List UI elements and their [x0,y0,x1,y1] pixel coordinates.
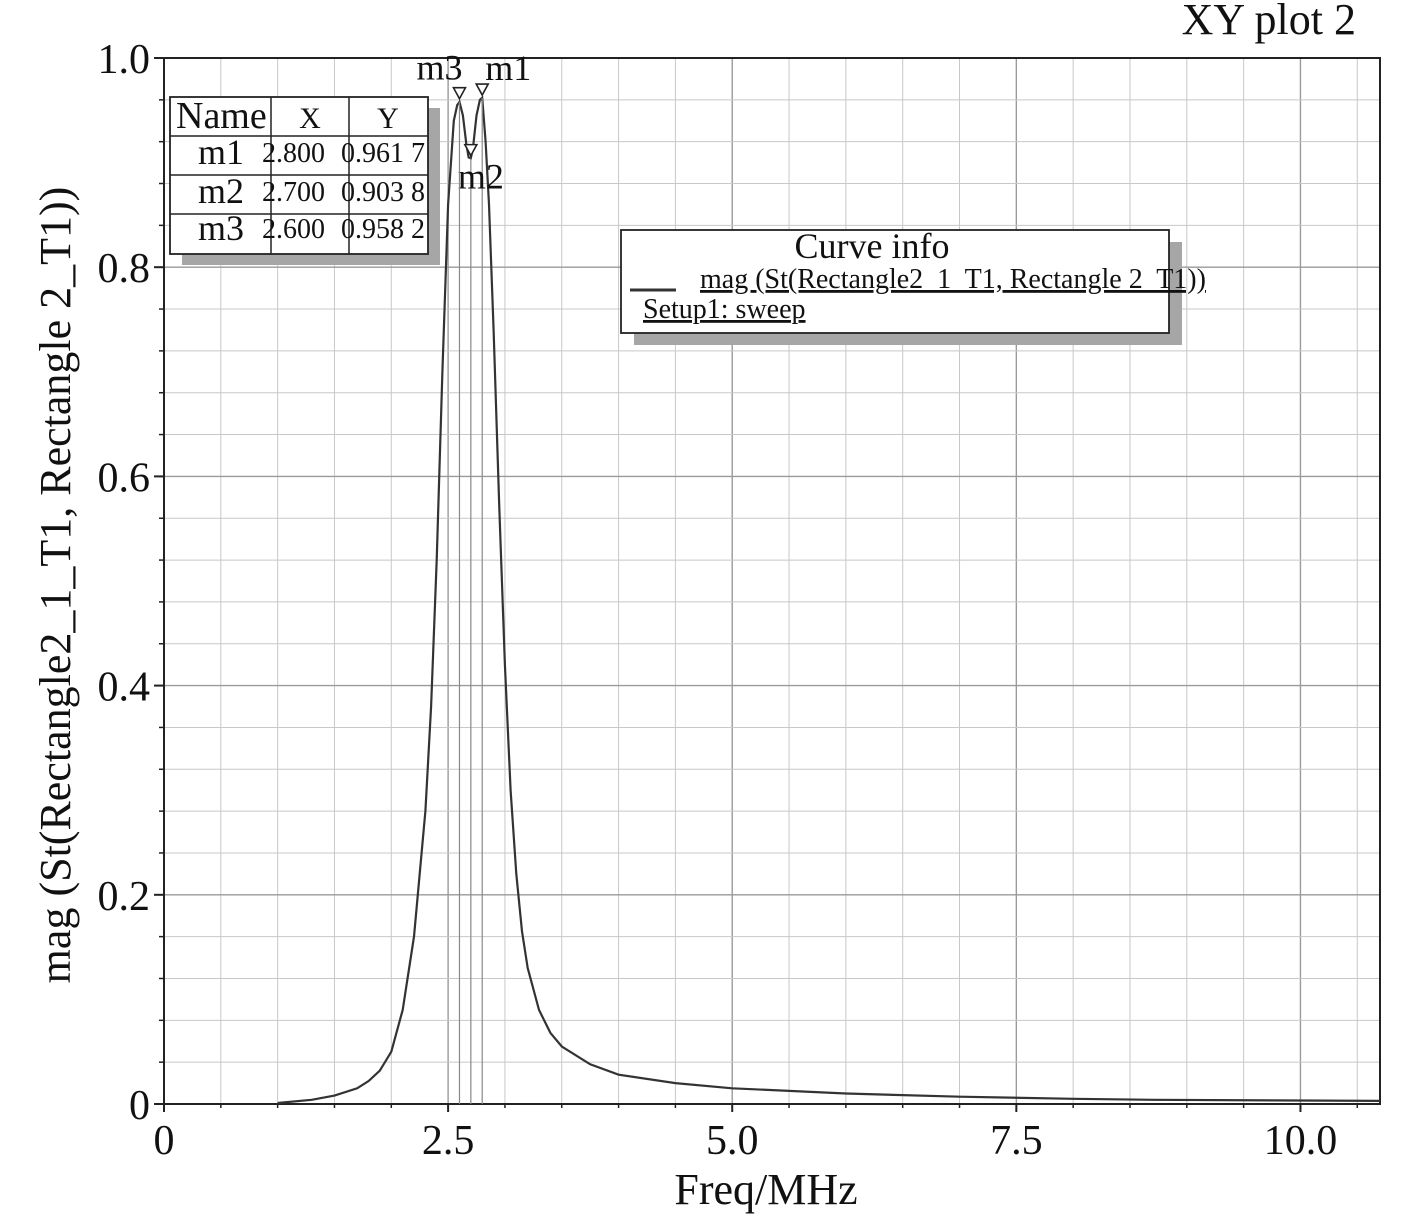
marker-table-cell: 0.903 8 [341,177,425,208]
y-tick-label: 0 [129,1083,150,1129]
marker-table-cell: m1 [198,132,244,172]
marker-table: Name X Ym1 2.800 0.961 7 m2 2.700 0.903 8 m3 2.60… [169,95,440,265]
x-axis-label: Freq/MHz [674,1165,857,1214]
legend: Curve info mag (St(Rectangle2 1 T1, Rect… [620,226,1206,345]
marker-table-cell: 2.700 [262,177,325,208]
marker-label: m3 [416,48,462,88]
marker-label: m2 [458,157,504,197]
x-tick-label: 0 [154,1118,175,1164]
y-tick-label: 0.6 [98,455,151,501]
marker-label: m1 [485,48,531,88]
x-tick-label: 10.0 [1264,1118,1338,1164]
axis-ticks: 0 2.5 5.0 7.5 10.0 0 0.2 0.4 0.6 0.8 1.0 [98,37,1359,1164]
y-tick-label: 0.8 [98,246,151,292]
marker-table-cell: 2.600 [262,214,325,245]
series-line [277,95,1381,1105]
x-tick-label: 2.5 [422,1118,475,1164]
marker-table-header: Name [176,95,267,137]
y-tick-label: 0.4 [98,665,151,711]
marker-triangle [452,86,467,101]
marker-table-cell: 0.958 2 [341,214,425,245]
marker-table-cell: 0.961 7 [341,138,425,169]
marker-table-header: Y [377,102,399,135]
markers: m1 m2 m3 [416,48,531,1104]
y-tick-label: 0.2 [98,874,151,920]
y-tick-label: 1.0 [98,37,151,83]
marker-triangle [474,83,490,97]
x-tick-label: 7.5 [990,1118,1043,1164]
legend-title: Curve info [795,226,950,266]
chart-title: XY plot 2 [1182,0,1356,44]
marker-table-header: X [299,102,321,135]
plot-frame [163,57,1381,1105]
x-tick-label: 5.0 [706,1118,759,1164]
y-axis-label: mag (St(Rectangle2_1_T1, Rectangle 2_T1)… [31,187,80,984]
legend-setup-label: Setup1: sweep [643,294,806,325]
marker-table-cell: 2.800 [262,138,325,169]
marker-table-cell: m2 [198,171,244,211]
legend-curve-label: mag (St(Rectangle2 1 T1, Rectangle 2 T1)… [700,264,1206,295]
marker-table-cell: m3 [198,208,244,248]
marker-triangle [463,143,479,158]
